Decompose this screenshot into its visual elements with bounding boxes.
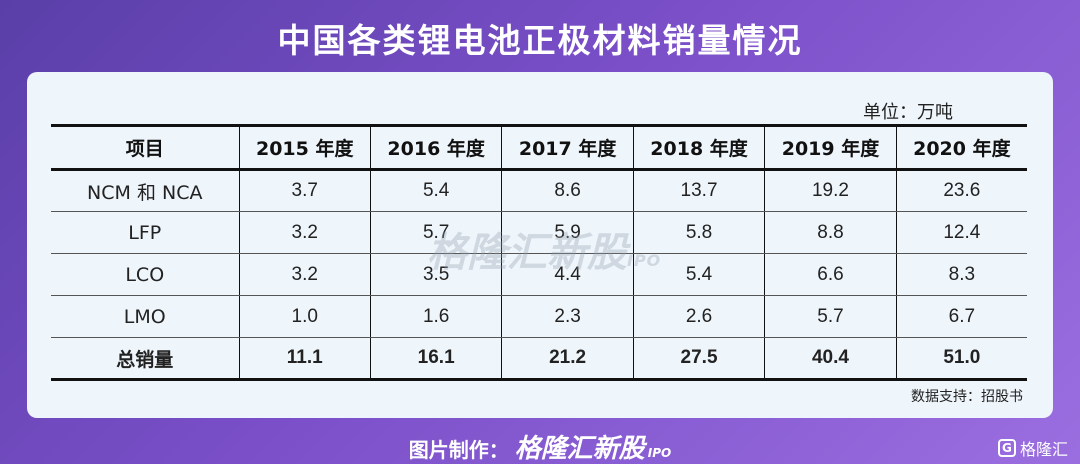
- table-cell: 8.8: [764, 211, 897, 254]
- column-header: 2020 年度: [895, 125, 1027, 170]
- table-cell: 8.6: [501, 169, 634, 212]
- footer-prefix: 图片制作：: [408, 438, 509, 462]
- table-cell: 5.7: [764, 295, 897, 338]
- table-row: NCM 和 NCA 3.7 5.4 8.6 13.7 19.2 23.6: [51, 169, 1027, 212]
- table-cell: 6.7: [895, 295, 1027, 338]
- table-cell: 5.8: [632, 211, 765, 254]
- footer-brand-name: 格隆汇新股: [514, 434, 645, 464]
- row-label: LMO: [51, 295, 239, 338]
- table-cell: 1.6: [369, 295, 502, 338]
- table-cell: 3.7: [238, 169, 371, 212]
- footer-brand: 格隆汇新股 IPO: [515, 434, 671, 464]
- table-row: LFP 3.2 5.7 5.9 5.8 8.8 12.4: [51, 211, 1027, 254]
- row-label: 总销量: [51, 337, 239, 381]
- table-cell: 23.6: [895, 169, 1027, 212]
- table-cell: 11.1: [238, 337, 371, 381]
- table-header-row: 项目 2015 年度 2016 年度 2017 年度 2018 年度 2019 …: [51, 125, 1027, 170]
- table-cell: 3.2: [238, 253, 371, 296]
- footer-credit: 图片制作： 格隆汇新股 IPO: [0, 428, 1080, 464]
- table-cell: 40.4: [764, 337, 897, 381]
- table-cell: 3.5: [369, 253, 502, 296]
- column-header: 2017 年度: [501, 125, 634, 170]
- table-row: 总销量 11.1 16.1 21.2 27.5 40.4 51.0: [51, 337, 1027, 381]
- table-cell: 6.6: [764, 253, 897, 296]
- table-cell: 27.5: [632, 337, 765, 381]
- logo-icon: G: [997, 439, 1016, 457]
- source-label: 数据支持：招股书: [911, 389, 1023, 405]
- table-row: LCO 3.2 3.5 4.4 5.4 6.6 8.3: [51, 253, 1027, 296]
- table-cell: 2.6: [632, 295, 765, 338]
- table-cell: 12.4: [895, 211, 1027, 254]
- column-header: 2015 年度: [238, 125, 371, 170]
- table-cell: 1.0: [238, 295, 371, 338]
- corner-logo-text: 格隆汇: [1019, 440, 1068, 459]
- table-cell: 8.3: [895, 253, 1027, 296]
- table-cell: 19.2: [764, 169, 897, 212]
- table-row: LMO 1.0 1.6 2.3 2.6 5.7 6.7: [51, 295, 1027, 338]
- row-label: LFP: [51, 211, 239, 254]
- row-label: LCO: [51, 253, 239, 296]
- column-header: 2019 年度: [764, 125, 897, 170]
- table-cell: 4.4: [501, 253, 634, 296]
- table-cell: 5.4: [369, 169, 502, 212]
- table-cell: 51.0: [895, 337, 1027, 381]
- footer-brand-tag: IPO: [647, 446, 672, 460]
- sales-table: 项目 2015 年度 2016 年度 2017 年度 2018 年度 2019 …: [51, 124, 1027, 381]
- corner-logo: G 格隆汇: [997, 436, 1068, 460]
- table-cell: 5.7: [369, 211, 502, 254]
- table-cell: 2.3: [501, 295, 634, 338]
- table-cell: 5.9: [501, 211, 634, 254]
- column-header: 2016 年度: [369, 125, 502, 170]
- table-card: 单位：万吨 项目 2015 年度 2016 年度 2017 年度 2018 年度…: [27, 72, 1053, 418]
- unit-label: 单位：万吨: [863, 102, 953, 123]
- row-label: NCM 和 NCA: [51, 169, 239, 212]
- column-header: 2018 年度: [632, 125, 765, 170]
- table-cell: 3.2: [238, 211, 371, 254]
- page-title: 中国各类锂电池正极材料销量情况: [277, 21, 803, 60]
- table-cell: 16.1: [369, 337, 502, 381]
- table-cell: 5.4: [632, 253, 765, 296]
- table-cell: 13.7: [632, 169, 765, 212]
- table-cell: 21.2: [501, 337, 634, 381]
- column-header: 项目: [125, 138, 164, 160]
